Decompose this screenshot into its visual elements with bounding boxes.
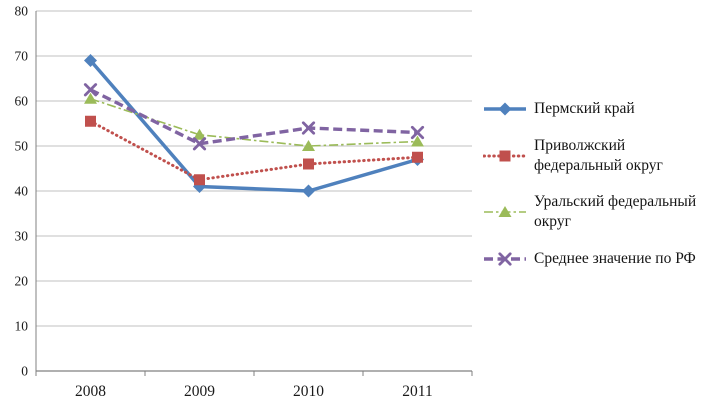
legend-item-3: Среднее значение по РФ bbox=[483, 249, 711, 269]
legend-key-diamond bbox=[484, 102, 526, 116]
diamond-marker bbox=[84, 54, 97, 67]
diamond-marker bbox=[498, 102, 512, 116]
x-marker bbox=[498, 252, 512, 266]
legend-item-2: Уральский федеральный округ bbox=[483, 192, 711, 232]
y-axis-label: 0 bbox=[21, 364, 28, 379]
legend-label: Уральский федеральный округ bbox=[534, 193, 697, 231]
legend-key-triangle bbox=[484, 206, 526, 218]
x-marker bbox=[301, 121, 316, 135]
x-axis-label: 2010 bbox=[293, 383, 324, 400]
legend-key-square bbox=[483, 150, 527, 162]
x-marker bbox=[410, 125, 425, 140]
y-axis-label: 50 bbox=[15, 139, 29, 154]
x-marker bbox=[83, 83, 98, 97]
series-line bbox=[89, 59, 418, 193]
square-marker bbox=[85, 115, 96, 127]
y-axis-label: 70 bbox=[15, 49, 29, 64]
triangle-marker bbox=[302, 140, 315, 151]
y-axis-labels: 0 10 20 30 40 50 60 70 80 bbox=[15, 4, 29, 379]
triangle-marker bbox=[411, 135, 424, 147]
series-line bbox=[89, 119, 419, 182]
legend-item-1: Приволжский федеральный округ bbox=[483, 136, 711, 176]
gridlines bbox=[35, 10, 473, 376]
x-axis-label: 2011 bbox=[402, 383, 432, 400]
x-axis-label: 2009 bbox=[184, 383, 215, 400]
y-axis-label: 30 bbox=[15, 229, 29, 244]
triangle-marker bbox=[498, 206, 512, 218]
triangle-marker bbox=[193, 128, 206, 140]
legend-item-0: Пермский край bbox=[483, 99, 711, 119]
y-axis-label: 40 bbox=[15, 184, 29, 199]
square-marker bbox=[194, 174, 205, 186]
legend-label: Среднее значение по РФ bbox=[534, 250, 696, 268]
legend-label: Пермский край bbox=[534, 100, 635, 117]
x-axis-labels: 2008 2009 2010 2011 bbox=[75, 383, 433, 400]
series-1 bbox=[85, 115, 423, 186]
series-line bbox=[89, 88, 418, 146]
y-axis-label: 20 bbox=[15, 274, 29, 289]
triangle-marker bbox=[84, 92, 97, 104]
y-axis-label: 80 bbox=[15, 4, 29, 19]
chart-legend: Пермский край Приволжский федеральный окр… bbox=[483, 99, 711, 269]
square-marker bbox=[303, 158, 314, 170]
series-0 bbox=[84, 54, 424, 198]
x-marker bbox=[192, 137, 207, 151]
series-3 bbox=[83, 83, 425, 151]
legend-key-x bbox=[484, 252, 526, 266]
square-marker bbox=[499, 150, 511, 162]
y-axis-label: 60 bbox=[15, 94, 29, 109]
diamond-marker bbox=[302, 184, 315, 198]
series-line bbox=[90, 97, 418, 147]
legend-label: Приволжский федеральный округ bbox=[534, 136, 663, 174]
square-marker bbox=[412, 151, 423, 163]
y-axis-label: 10 bbox=[15, 319, 29, 334]
x-axis-label: 2008 bbox=[75, 383, 106, 400]
